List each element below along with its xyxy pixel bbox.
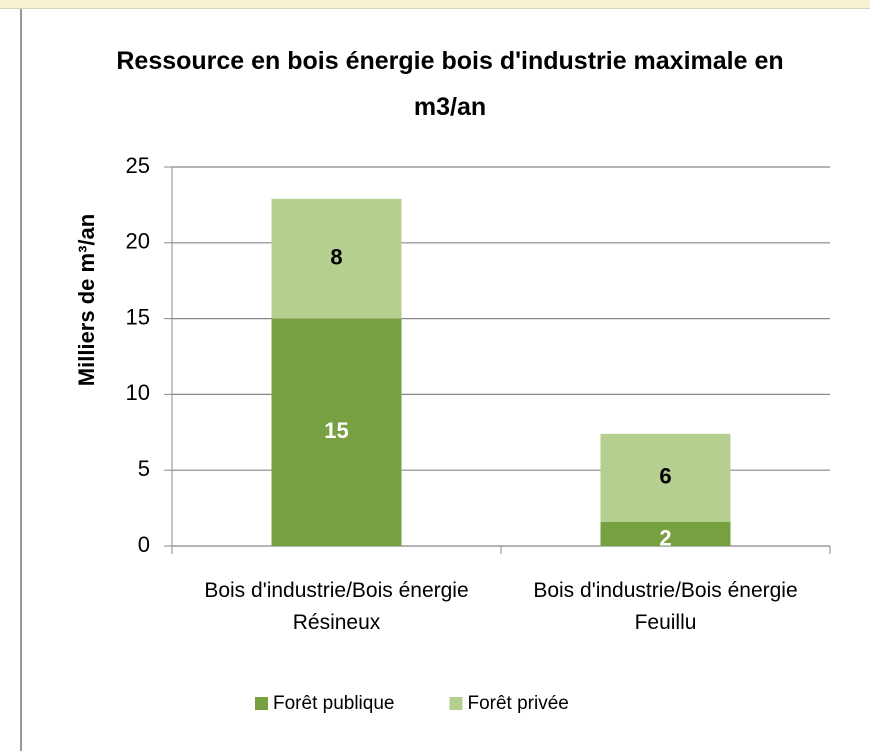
- y-tick-label: 10: [126, 380, 150, 405]
- top-strip: [0, 0, 870, 9]
- legend-label: Forêt privée: [467, 693, 568, 714]
- y-tick-label: 0: [138, 532, 150, 557]
- data-label: 8: [330, 245, 342, 270]
- data-label: 15: [324, 418, 348, 443]
- data-label: 2: [659, 526, 671, 551]
- y-tick-label: 25: [126, 153, 150, 178]
- y-tick-label: 5: [138, 456, 150, 481]
- x-tick-label: Bois d'industrie/Bois énergie Feuillu: [533, 579, 798, 634]
- y-tick-label: 20: [126, 229, 150, 254]
- bar-segment: [600, 433, 731, 522]
- chart-title: Ressource en bois énergie bois d'industr…: [116, 47, 784, 121]
- legend-swatch: [255, 697, 268, 710]
- legend-swatch: [449, 697, 463, 710]
- bar-segment: [600, 521, 731, 546]
- legend-label: Forêt publique: [273, 693, 394, 714]
- bar-segment: [271, 198, 402, 319]
- x-tick-label: Bois d'industrie/Bois énergie Résineux: [204, 579, 469, 634]
- bar-segment: [271, 318, 402, 546]
- y-tick-label: 15: [126, 304, 150, 329]
- y-axis-label: Milliers de m³/an: [74, 214, 99, 386]
- frame: [20, 9, 870, 751]
- data-label: 6: [659, 464, 671, 489]
